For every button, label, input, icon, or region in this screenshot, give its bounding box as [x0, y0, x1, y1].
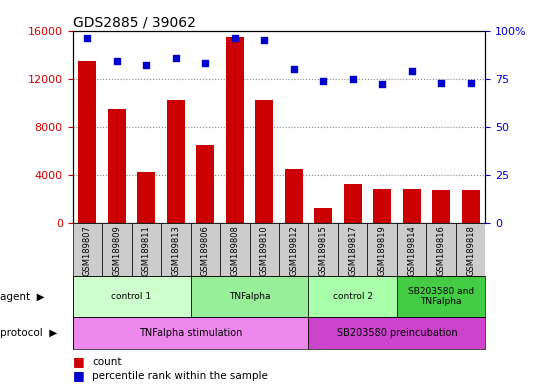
Text: GSM189812: GSM189812	[289, 225, 298, 276]
Bar	[73, 276, 190, 317]
Point	[260, 37, 269, 43]
Point	[319, 78, 328, 84]
Bar	[314, 208, 332, 223]
Text: TNFalpha stimulation: TNFalpha stimulation	[139, 328, 242, 338]
Bar	[190, 276, 309, 317]
Bar	[309, 276, 397, 317]
Text: GSM189809: GSM189809	[112, 225, 121, 276]
Bar	[426, 223, 456, 276]
Point	[142, 62, 151, 68]
Bar	[161, 223, 190, 276]
Point	[348, 76, 357, 82]
Text: percentile rank within the sample: percentile rank within the sample	[92, 371, 268, 381]
Text: TNFalpha: TNFalpha	[229, 292, 270, 301]
Bar	[462, 190, 479, 223]
Bar	[432, 190, 450, 223]
Bar	[226, 37, 244, 223]
Bar	[344, 184, 362, 223]
Bar	[249, 223, 279, 276]
Bar	[338, 223, 368, 276]
Bar	[167, 100, 185, 223]
Text: GSM189807: GSM189807	[83, 225, 92, 276]
Bar	[73, 223, 102, 276]
Point	[83, 35, 92, 41]
Bar	[456, 223, 485, 276]
Bar	[137, 172, 155, 223]
Bar	[256, 100, 273, 223]
Point	[171, 55, 180, 61]
Point	[201, 60, 210, 66]
Bar	[196, 145, 214, 223]
Text: control 1: control 1	[112, 292, 152, 301]
Text: GSM189816: GSM189816	[437, 225, 446, 276]
Point	[437, 79, 446, 86]
Bar	[309, 317, 485, 349]
Bar	[397, 223, 426, 276]
Text: GSM189819: GSM189819	[378, 225, 387, 276]
Bar	[220, 223, 249, 276]
Bar	[108, 109, 126, 223]
Bar	[79, 61, 96, 223]
Bar	[279, 223, 309, 276]
Point	[112, 58, 121, 65]
Text: GSM189810: GSM189810	[260, 225, 269, 276]
Bar	[309, 223, 338, 276]
Bar	[190, 223, 220, 276]
Text: GSM189814: GSM189814	[407, 225, 416, 276]
Bar	[373, 189, 391, 223]
Text: GDS2885 / 39062: GDS2885 / 39062	[73, 16, 195, 30]
Bar	[368, 223, 397, 276]
Point	[230, 35, 239, 41]
Text: SB203580 and
TNFalpha: SB203580 and TNFalpha	[408, 287, 474, 306]
Bar	[403, 189, 421, 223]
Point	[407, 68, 416, 74]
Text: GSM189818: GSM189818	[466, 225, 475, 276]
Point	[466, 79, 475, 86]
Text: agent  ▶: agent ▶	[0, 291, 45, 302]
Text: GSM189813: GSM189813	[171, 225, 180, 276]
Text: GSM189815: GSM189815	[319, 225, 328, 276]
Text: GSM189806: GSM189806	[201, 225, 210, 276]
Text: GSM189817: GSM189817	[348, 225, 357, 276]
Point	[289, 66, 298, 72]
Text: ■: ■	[73, 369, 84, 382]
Point	[378, 81, 387, 88]
Bar	[397, 276, 485, 317]
Text: ■: ■	[73, 355, 84, 368]
Text: control 2: control 2	[333, 292, 373, 301]
Text: count: count	[92, 357, 122, 367]
Bar	[73, 317, 309, 349]
Text: protocol  ▶: protocol ▶	[0, 328, 57, 338]
Bar	[132, 223, 161, 276]
Bar	[285, 169, 302, 223]
Text: SB203580 preincubation: SB203580 preincubation	[336, 328, 458, 338]
Text: GSM189808: GSM189808	[230, 225, 239, 276]
Text: GSM189811: GSM189811	[142, 225, 151, 276]
Bar	[102, 223, 132, 276]
